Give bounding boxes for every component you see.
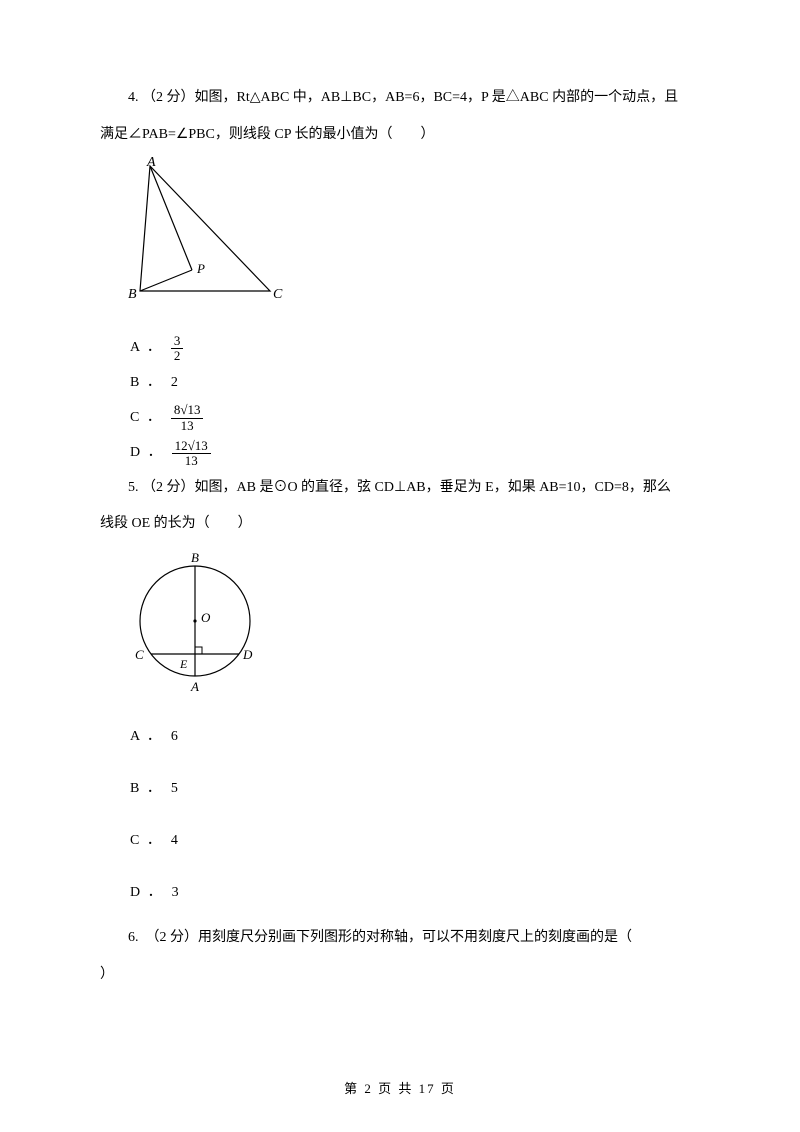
label-B: B (128, 287, 137, 302)
q5-option-A: A ． 6 (130, 723, 700, 751)
q6-line1: 6. （2 分）用刻度尺分别画下列图形的对称轴，可以不用刻度尺上的刻度画的是（ (100, 925, 700, 952)
label-A: A (146, 156, 156, 170)
q6-line2: ） (100, 962, 700, 989)
q4-optB-value: 2 (171, 370, 178, 397)
q5-optB-label: B ． (130, 776, 163, 803)
q4-option-A: A ． 3 2 (130, 334, 700, 364)
label-B5: B (191, 550, 199, 565)
q5-optC-label: C ． (130, 828, 163, 855)
label-C: C (273, 287, 283, 302)
q5-line2: 线段 OE 的长为（ ） (100, 511, 700, 538)
q5-optB-value: 5 (171, 776, 178, 803)
label-A5: A (190, 679, 199, 694)
q5-optD-value: 3 (172, 880, 179, 907)
q4-optC-frac: 8√13 13 (171, 403, 204, 433)
page-footer: 第 2 页 共 17 页 (0, 1077, 800, 1102)
q5-optC-value: 4 (171, 828, 178, 855)
q5-option-D: D ． 3 (130, 879, 700, 907)
q5-optA-value: 6 (171, 724, 178, 751)
q4-figure: A B C P (120, 156, 700, 322)
q4-line2: 满足∠PAB=∠PBC，则线段 CP 长的最小值为（ ） (100, 122, 700, 149)
q4-optC-label: C ． (130, 405, 163, 432)
q4-option-B: B ． 2 (130, 369, 700, 397)
q4-optD-frac: 12√13 13 (172, 439, 211, 469)
label-O5: O (201, 610, 211, 625)
q5-optA-label: A ． (130, 724, 163, 751)
q4-optD-label: D ． (130, 440, 164, 467)
q5-line1: 5. （2 分）如图，AB 是⊙O 的直径，弦 CD⊥AB，垂足为 E，如果 A… (100, 475, 700, 502)
q4-option-D: D ． 12√13 13 (130, 439, 700, 469)
q5-figure: B A C D O E (120, 546, 700, 712)
q4-line1: 4. （2 分）如图，Rt△ABC 中，AB⊥BC，AB=6，BC=4，P 是△… (100, 85, 700, 112)
q4-optB-label: B ． (130, 370, 163, 397)
q4-optA-frac: 3 2 (171, 334, 184, 364)
q5-option-C: C ． 4 (130, 827, 700, 855)
label-P: P (196, 261, 205, 276)
q4-optA-label: A ． (130, 335, 163, 362)
label-D5: D (242, 647, 253, 662)
label-C5: C (135, 647, 144, 662)
q5-optD-label: D ． (130, 880, 164, 907)
q5-option-B: B ． 5 (130, 775, 700, 803)
q4-option-C: C ． 8√13 13 (130, 403, 700, 433)
label-E5: E (179, 657, 188, 671)
